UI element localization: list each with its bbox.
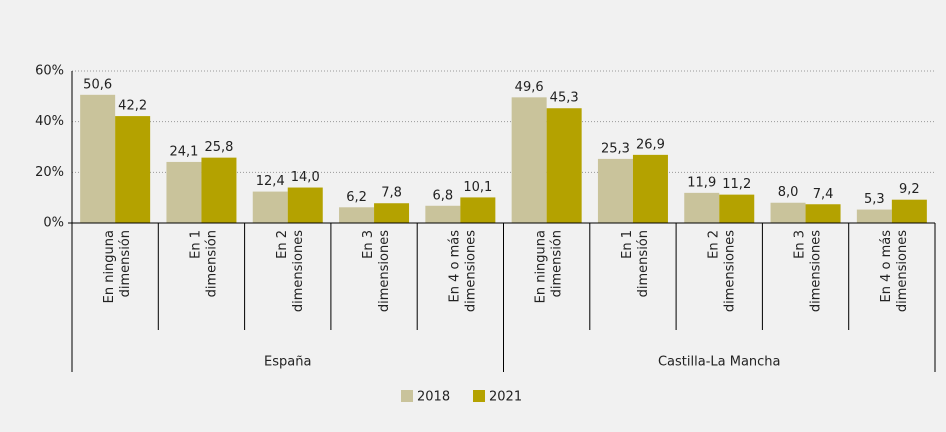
- x-tick-label: En 2dimensiones: [706, 230, 737, 312]
- bar: [719, 194, 755, 223]
- bar: [80, 94, 116, 224]
- y-tick-label: 0%: [43, 216, 64, 231]
- x-tick-label: En 3dimensiones: [792, 230, 823, 312]
- y-tick-label: 40%: [35, 114, 64, 129]
- value-label: 45,3: [550, 91, 579, 106]
- bar: [597, 158, 633, 223]
- bar: [805, 204, 841, 223]
- group-label: Castilla-La Mancha: [658, 355, 781, 370]
- bar: [632, 154, 668, 223]
- bar: [460, 197, 496, 223]
- value-label: 7,4: [813, 187, 834, 202]
- bar: [425, 205, 461, 223]
- value-label: 14,0: [291, 170, 320, 185]
- group-label: España: [264, 355, 311, 370]
- x-tick-label: En ningunadimensión: [533, 230, 564, 303]
- value-label: 24,1: [169, 144, 198, 159]
- value-label: 25,3: [601, 141, 630, 156]
- bar: [856, 209, 892, 223]
- bar: [252, 191, 288, 223]
- bar: [891, 199, 927, 223]
- bar: [115, 116, 151, 223]
- x-tick-label: En ningunadimensión: [102, 230, 133, 303]
- bar: [546, 108, 582, 223]
- legend-swatch: [401, 390, 413, 402]
- x-tick-label: En 4 o másdimensiones: [878, 230, 909, 312]
- value-label: 5,3: [864, 192, 885, 207]
- bar: [201, 157, 237, 223]
- value-label: 49,6: [515, 80, 544, 95]
- value-label: 6,2: [346, 190, 367, 205]
- value-label: 9,2: [899, 182, 920, 197]
- legend-swatch: [473, 390, 485, 402]
- bar: [770, 202, 806, 223]
- bar: [287, 187, 323, 223]
- value-label: 42,2: [118, 99, 147, 114]
- legend-label: 2018: [417, 390, 450, 405]
- bar: [339, 207, 375, 223]
- x-tick-label: En 3dimensiones: [361, 230, 392, 312]
- y-tick-label: 20%: [35, 165, 64, 180]
- y-tick-label: 60%: [35, 64, 64, 79]
- x-tick-label: En 4 o másdimensiones: [447, 230, 478, 312]
- value-label: 26,9: [636, 137, 665, 152]
- value-label: 12,4: [256, 174, 285, 189]
- value-label: 11,2: [722, 177, 751, 192]
- bar: [166, 161, 202, 223]
- x-tick-label: En 2dimensiones: [274, 230, 305, 312]
- value-label: 25,8: [204, 140, 233, 155]
- legend-label: 2021: [489, 390, 522, 405]
- value-label: 11,9: [687, 175, 716, 190]
- value-label: 7,8: [381, 186, 402, 201]
- bar: [684, 192, 720, 223]
- x-tick-label: En 1dimensión: [619, 230, 650, 297]
- value-label: 6,8: [433, 188, 454, 203]
- value-label: 8,0: [778, 185, 799, 200]
- bar: [511, 97, 547, 223]
- value-label: 50,6: [83, 77, 112, 92]
- value-label: 10,1: [463, 180, 492, 195]
- x-tick-label: En 1dimensión: [188, 230, 219, 297]
- bar: [374, 203, 410, 223]
